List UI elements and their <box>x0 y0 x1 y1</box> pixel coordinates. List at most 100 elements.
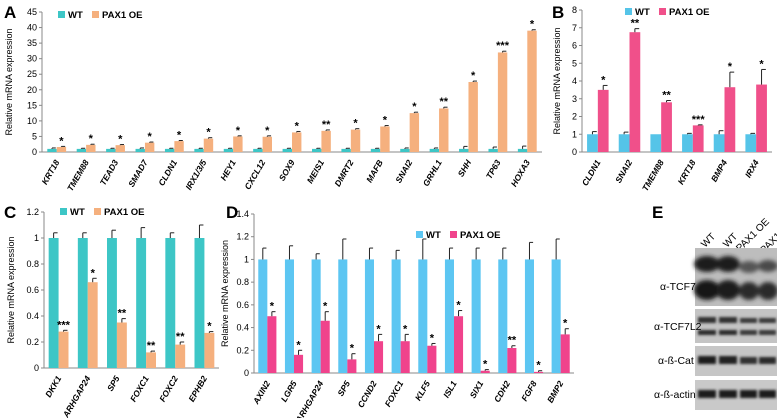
bar-wt <box>391 259 401 373</box>
bar-oe <box>115 145 125 152</box>
panel-label-a: A <box>4 3 16 22</box>
bar-wt <box>136 238 147 368</box>
y-axis-label: Relative mRNA expression <box>4 28 14 135</box>
bar-wt <box>194 148 204 152</box>
significance-label: * <box>296 339 301 351</box>
category-label: SIX1 <box>468 379 486 400</box>
significance-label: * <box>412 101 417 113</box>
significance-label: ** <box>176 331 185 343</box>
y-tick-label: 45 <box>27 7 37 17</box>
legend-swatch-wt <box>625 8 632 15</box>
bar-oe <box>468 82 478 152</box>
bar-oe <box>454 316 464 373</box>
bar-wt <box>444 259 454 373</box>
bar-oe <box>174 141 184 152</box>
bar-oe <box>629 32 641 152</box>
bar-wt <box>400 148 410 152</box>
panel-label-d: D <box>226 203 238 222</box>
bar-wt <box>311 259 321 373</box>
y-tick-label: 1.4 <box>236 209 249 219</box>
y-tick-label: 0.2 <box>26 337 39 347</box>
significance-label: * <box>295 120 300 132</box>
y-axis-label: Relative mRNA expression <box>220 240 230 347</box>
significance-label: * <box>350 343 355 355</box>
bar-oe <box>350 129 361 152</box>
category-label: HOXA3 <box>509 158 532 189</box>
significance-label: ** <box>662 90 671 102</box>
category-label: AXIN2 <box>250 379 272 407</box>
significance-label: * <box>430 332 435 344</box>
bar-wt <box>364 259 374 373</box>
bar-oe <box>756 84 767 152</box>
bar-wt <box>341 148 351 152</box>
y-tick-label: 1 <box>244 254 249 264</box>
bar-oe <box>146 352 156 368</box>
significance-label: * <box>728 61 733 73</box>
bar-wt <box>488 148 498 152</box>
significance-label: * <box>530 19 535 31</box>
bar-wt <box>107 238 117 368</box>
category-label: DMRT2 <box>332 158 355 188</box>
category-label: FGF8 <box>519 379 539 403</box>
significance-label: * <box>206 127 211 139</box>
y-tick-label: 0 <box>34 363 39 373</box>
bar-oe <box>292 132 302 152</box>
bar-wt <box>745 134 757 152</box>
bar-oe <box>203 138 214 152</box>
bar-oe <box>427 345 437 373</box>
bar-oe <box>480 370 490 373</box>
legend-label-oe: PAX1 OE <box>102 10 142 21</box>
y-tick-label: 0 <box>32 147 37 157</box>
significance-label: * <box>563 318 568 330</box>
category-label: FOXC1 <box>128 374 151 404</box>
y-tick-label: 5 <box>572 58 577 68</box>
bar-wt <box>106 148 116 152</box>
significance-label: ** <box>147 340 156 352</box>
bar-oe <box>86 144 96 152</box>
category-label: KRT18 <box>39 158 61 186</box>
category-label: CLDN1 <box>580 158 603 188</box>
panel-label-e: E <box>652 203 663 222</box>
y-tick-label: 1 <box>34 233 39 243</box>
y-tick-label: 5 <box>32 131 37 141</box>
y-tick-label: 20 <box>27 85 37 95</box>
significance-label: * <box>59 135 64 147</box>
category-label: FOXC2 <box>157 374 180 404</box>
bar-wt <box>587 134 598 152</box>
bar-oe <box>400 341 410 373</box>
category-label: SP5 <box>105 374 122 393</box>
bar-wt <box>618 134 630 152</box>
bar-wt <box>253 148 263 152</box>
significance-label: * <box>148 131 153 143</box>
western-blot: WT WT PAX1 OE PAX1 OE <box>654 216 777 410</box>
bar-wt <box>370 148 381 152</box>
blot-panel-tcf7l2 <box>695 309 777 343</box>
significance-label: ** <box>322 119 331 131</box>
significance-label: ** <box>439 96 448 108</box>
category-label: SP5 <box>335 379 352 398</box>
bar-wt <box>650 134 662 152</box>
category-label: MEIS1 <box>305 158 327 185</box>
category-label: SMAD7 <box>126 157 150 189</box>
y-axis-label: Relative mRNA expression <box>6 236 16 343</box>
y-tick-label: 1.2 <box>236 232 249 242</box>
chart-a: 0 5 10 15 20 25 30 35 40 45 Relative mRNA expressi… <box>4 7 542 193</box>
y-tick-label: 40 <box>27 23 37 33</box>
legend-label-wt: WT <box>68 10 83 21</box>
bar-oe <box>56 147 67 152</box>
significance-label: * <box>376 323 381 335</box>
category-label: SOX9 <box>277 158 297 183</box>
significance-label: * <box>483 359 488 371</box>
bar-oe <box>724 87 736 152</box>
bar-wt <box>418 259 428 373</box>
bar-oe <box>409 113 420 152</box>
bar-wt <box>551 259 561 373</box>
bar-oe <box>144 142 155 152</box>
y-tick-label: 0 <box>244 368 249 378</box>
category-label: CLDN1 <box>156 158 179 188</box>
bar-oe <box>58 331 69 368</box>
y-tick-label: 0 <box>572 147 577 157</box>
bar-oe <box>497 52 508 152</box>
bar-oe <box>175 344 186 368</box>
significance-label: * <box>353 118 358 130</box>
